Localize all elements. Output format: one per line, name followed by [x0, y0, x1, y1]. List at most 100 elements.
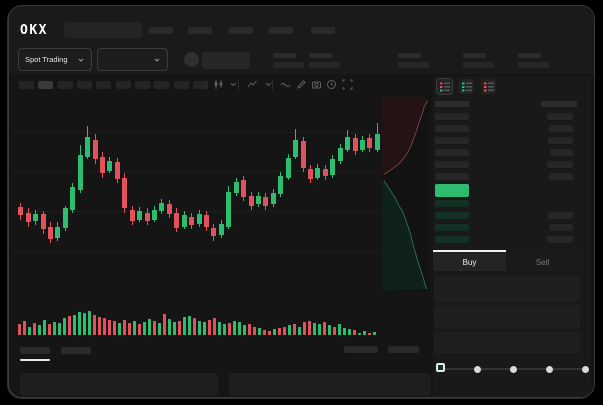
bid-price-bar[interactable] — [435, 212, 469, 219]
volume-bar — [123, 319, 126, 335]
chevron-down-icon[interactable] — [228, 79, 239, 90]
candle-body — [151, 209, 157, 220]
candle-body — [352, 138, 358, 151]
bid-price-bar[interactable] — [435, 224, 469, 231]
volume-bar — [268, 331, 271, 335]
orders-tab-active[interactable] — [20, 347, 50, 354]
nav-item[interactable] — [311, 27, 335, 34]
interval-button[interactable] — [76, 81, 92, 89]
fullscreen-icon[interactable] — [342, 79, 353, 90]
nav-item[interactable] — [229, 27, 253, 34]
candle-body — [33, 214, 39, 221]
ask-price-bar[interactable] — [435, 137, 469, 144]
interval-button[interactable] — [173, 81, 189, 89]
slider-step-dot[interactable] — [581, 365, 589, 373]
volume-bar — [283, 326, 286, 335]
nav-item[interactable] — [149, 27, 173, 34]
volume-bar — [348, 329, 351, 335]
slider-step-dot[interactable] — [510, 365, 517, 373]
draw-tool-icon[interactable] — [296, 79, 307, 90]
volume-bar — [223, 324, 226, 335]
indicators-icon[interactable] — [247, 79, 258, 90]
interval-button[interactable] — [115, 81, 131, 89]
tab-buy[interactable]: Buy — [433, 250, 506, 271]
ask-price-bar[interactable] — [435, 161, 469, 168]
nav-item[interactable] — [269, 27, 293, 34]
volume-bar — [243, 325, 246, 335]
interval-button[interactable] — [154, 81, 170, 89]
candle-body — [77, 155, 83, 191]
app-window: OKX Spot Trading — [8, 5, 595, 398]
candle-body — [85, 137, 91, 157]
ask-price-bar[interactable] — [435, 173, 469, 180]
interval-button[interactable] — [19, 81, 34, 89]
orders-tab[interactable] — [61, 347, 91, 354]
candle-body — [293, 139, 299, 157]
orders-toolbar-item[interactable] — [344, 346, 378, 353]
volume-bar — [98, 317, 101, 335]
interval-button[interactable] — [57, 81, 73, 89]
candle-body — [270, 193, 276, 205]
market-type-label: Spot Trading — [25, 55, 68, 64]
candlestick-chart[interactable] — [17, 109, 381, 249]
interval-button[interactable] — [96, 81, 112, 89]
interval-button[interactable] — [38, 81, 54, 89]
stat-value-placeholder — [309, 62, 340, 68]
ask-price-bar[interactable] — [435, 113, 469, 120]
price-field[interactable] — [434, 276, 580, 302]
volume-bar — [178, 320, 181, 335]
volume-bar — [23, 320, 26, 335]
interval-button[interactable] — [134, 81, 150, 89]
slider-step-dot[interactable] — [474, 365, 482, 373]
pair-selector-dropdown[interactable] — [97, 48, 168, 71]
candle-body — [107, 160, 113, 171]
last-price-bar[interactable] — [435, 184, 469, 197]
toolbar-divider — [206, 80, 207, 90]
nav-item[interactable] — [188, 27, 212, 34]
line-tool-icon[interactable] — [280, 79, 291, 90]
candle-body — [40, 214, 46, 230]
depth-line — [384, 101, 428, 175]
interval-button[interactable] — [192, 81, 208, 89]
candle-body — [337, 148, 343, 161]
bid-price-bar[interactable] — [435, 200, 469, 207]
ask-price-bar[interactable] — [435, 149, 469, 156]
book-view-asks-icon[interactable] — [481, 79, 496, 94]
volume-bar — [313, 323, 316, 335]
volume-bar — [263, 330, 266, 335]
tab-sell[interactable]: Sell — [506, 250, 579, 271]
orders-toolbar-item[interactable] — [388, 346, 419, 353]
stat-value-placeholder — [518, 62, 549, 68]
volume-bar — [213, 318, 216, 335]
book-view-combined-icon[interactable] — [436, 78, 453, 95]
total-field[interactable] — [434, 332, 580, 354]
amount-field[interactable] — [434, 305, 580, 329]
volume-bar — [38, 325, 41, 335]
market-type-dropdown[interactable]: Spot Trading — [18, 48, 92, 71]
volume-bar — [353, 330, 356, 335]
ask-price-bar[interactable] — [435, 125, 469, 132]
candle-type-icon[interactable] — [213, 79, 224, 90]
volume-bar — [343, 327, 346, 335]
volume-bar — [103, 318, 106, 335]
ask-amount-bar — [547, 113, 573, 120]
slider-step-dot[interactable] — [545, 365, 553, 373]
chevron-down-icon[interactable] — [263, 79, 274, 90]
volume-bar — [128, 323, 131, 335]
bid-price-bar[interactable] — [435, 236, 469, 243]
bid-amount-bar — [547, 236, 573, 243]
volume-bar — [133, 321, 136, 335]
book-view-bids-icon[interactable] — [459, 79, 474, 94]
slider-handle[interactable] — [435, 362, 445, 372]
candle-body — [47, 226, 53, 240]
candle-body — [285, 158, 291, 178]
candle-body — [137, 211, 143, 220]
candle-body — [300, 141, 306, 168]
candle-body — [144, 212, 150, 221]
candle-body — [218, 223, 224, 235]
candle-body — [55, 226, 61, 238]
bid-amount-bar — [549, 224, 573, 231]
search-input[interactable] — [64, 22, 142, 38]
camera-icon[interactable] — [311, 79, 322, 90]
history-icon[interactable] — [326, 79, 337, 90]
